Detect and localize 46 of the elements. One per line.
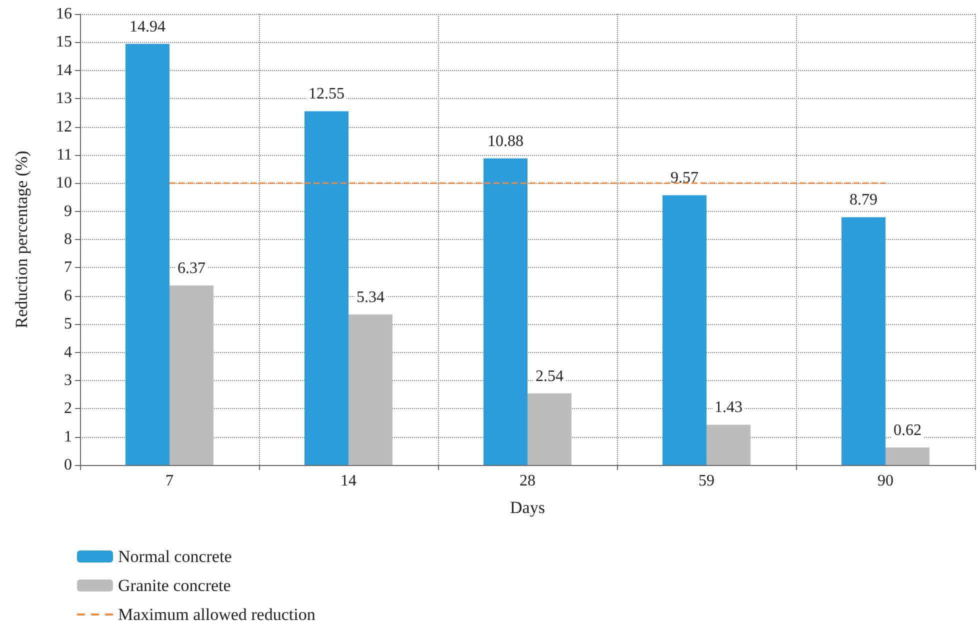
data-label: 8.79 [850,192,878,209]
bar [484,158,528,465]
y-tick-label: 8 [64,231,72,248]
data-label: 0.62 [894,422,922,440]
x-tick-label: 90 [878,472,894,490]
data-label: 12.55 [308,86,344,103]
y-tick-label: 12 [56,118,72,136]
y-tick-label: 2 [64,400,72,418]
bar [886,448,930,465]
bar [528,393,572,465]
bar [126,44,170,465]
bar [842,217,886,465]
y-tick-label: 16 [56,6,72,22]
data-label: 5.34 [356,288,384,306]
legend-label: Maximum allowed reduction [118,605,316,624]
y-tick-label: 15 [56,34,72,51]
data-label: 10.88 [488,132,524,150]
y-tick-label: 14 [56,62,72,79]
bar [304,111,348,465]
y-axis-title: Reduction percentage (%) [12,150,31,328]
y-tick-label: 10 [56,174,72,192]
bar [170,285,214,465]
y-tick-label: 0 [64,456,72,474]
y-tick-label: 1 [64,428,72,446]
y-tick-label: 13 [56,90,72,108]
y-tick-label: 6 [64,287,72,304]
data-label: 14.94 [130,18,166,36]
y-tick-label: 4 [64,344,72,361]
x-axis-title: Days [510,498,545,517]
x-tick-label: 28 [520,472,536,490]
legend-label: Granite concrete [118,576,231,595]
bar [706,424,750,465]
y-tick-label: 9 [64,202,72,220]
data-label: 6.37 [178,260,206,277]
y-tick-label: 11 [56,146,72,164]
legend-label: Normal concrete [118,547,232,566]
x-tick-label: 14 [340,472,356,490]
data-label: 2.54 [536,368,564,385]
y-tick-label: 5 [64,316,72,333]
x-tick-label: 59 [698,472,714,490]
bar [662,195,706,465]
data-label: 1.43 [714,399,742,416]
y-tick-label: 3 [64,372,72,389]
x-tick-label: 7 [166,472,174,490]
y-tick-label: 7 [64,259,72,276]
bar [348,314,392,465]
